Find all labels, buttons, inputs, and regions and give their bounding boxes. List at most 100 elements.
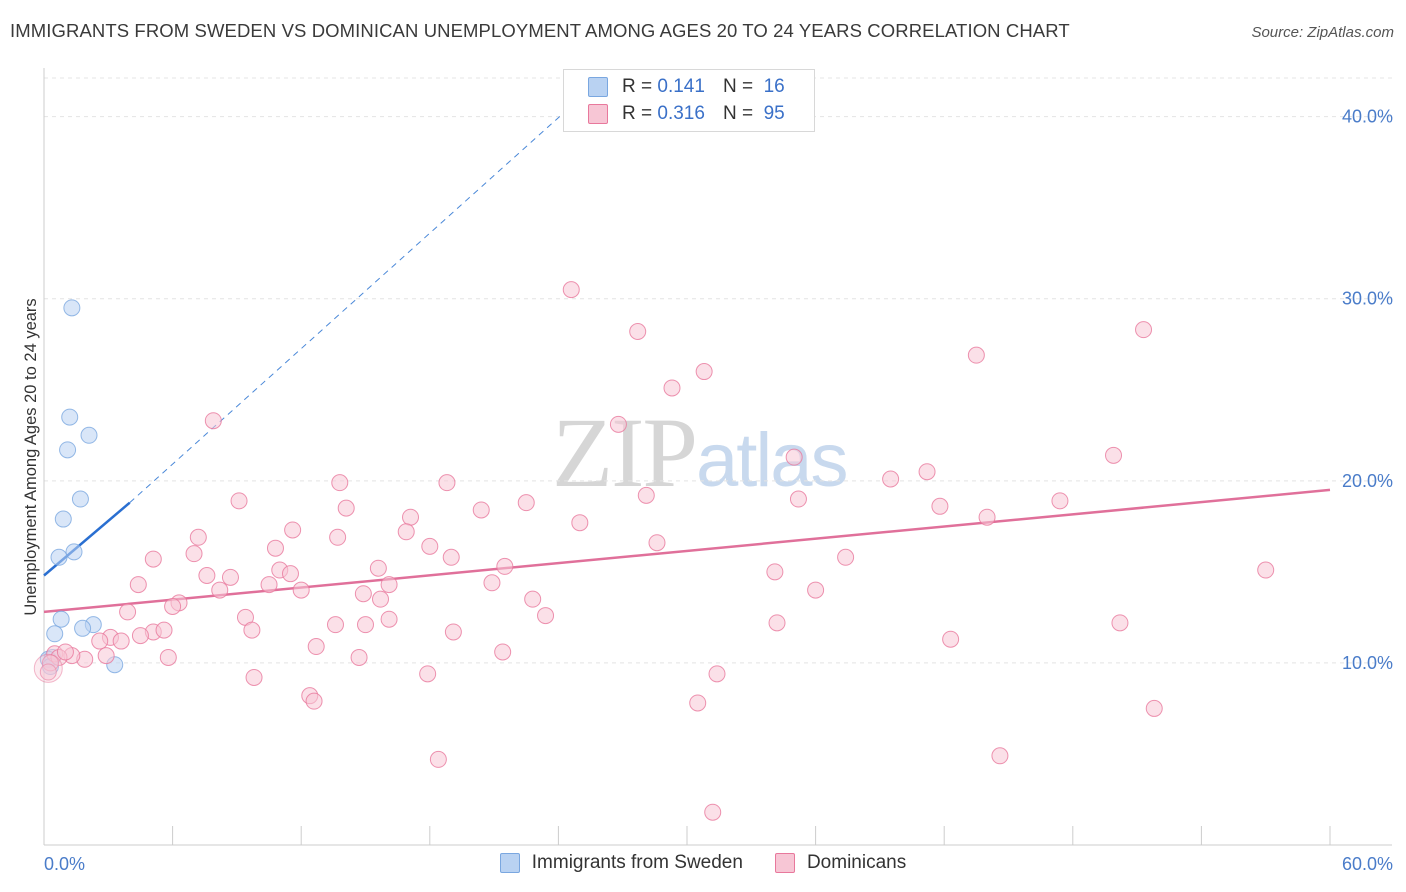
grid-lines bbox=[44, 77, 1392, 664]
point-dominicans bbox=[637, 486, 655, 504]
legend-swatch-dominicans bbox=[774, 853, 795, 873]
data-points bbox=[33, 281, 1275, 821]
legend-label-sweden: Immigrants from Sweden bbox=[531, 852, 743, 873]
point-dominicans bbox=[329, 528, 347, 546]
point-dominicans bbox=[472, 501, 490, 519]
point-dominicans bbox=[483, 574, 501, 592]
legend-swatch-sweden bbox=[588, 77, 608, 97]
point-dominicans bbox=[337, 499, 355, 517]
legend-r-value: 0.141 bbox=[657, 76, 705, 97]
point-dominicans bbox=[260, 576, 278, 594]
point-sweden bbox=[61, 408, 79, 426]
legend-n-value: 95 bbox=[763, 103, 785, 124]
series-legend: Immigrants from Sweden Dominicans bbox=[0, 852, 1406, 874]
point-cluster bbox=[33, 653, 63, 683]
legend-r-value: 0.316 bbox=[657, 103, 705, 124]
point-dominicans bbox=[185, 545, 203, 563]
point-sweden bbox=[80, 426, 98, 444]
point-dominicans bbox=[537, 607, 555, 625]
point-dominicans bbox=[221, 568, 239, 586]
point-dominicans bbox=[562, 281, 580, 299]
chart-source: Source: ZipAtlas.com bbox=[1251, 24, 1394, 41]
point-sweden bbox=[46, 625, 64, 643]
point-dominicans bbox=[380, 610, 398, 628]
point-dominicans bbox=[211, 581, 229, 599]
watermark-atlas: atlas bbox=[696, 418, 849, 503]
chart-title: IMMIGRANTS FROM SWEDEN VS DOMINICAN UNEM… bbox=[10, 20, 1070, 41]
point-dominicans bbox=[243, 621, 261, 639]
stats-legend: R = 0.141 N = 16 R = 0.316 N = 95 bbox=[563, 69, 815, 132]
x-tick-label-max: 60.0% bbox=[1342, 854, 1393, 874]
legend-item-dominicans: Dominicans bbox=[774, 852, 906, 874]
point-sweden bbox=[63, 299, 81, 317]
point-dominicans bbox=[164, 597, 182, 615]
point-sweden bbox=[50, 548, 68, 566]
point-dominicans bbox=[695, 363, 713, 381]
point-dominicans bbox=[307, 638, 325, 656]
legend-item-sweden: Immigrants from Sweden bbox=[499, 852, 743, 874]
legend-swatch-dominicans bbox=[588, 104, 608, 124]
point-dominicans bbox=[991, 747, 1009, 765]
point-dominicans bbox=[524, 590, 542, 608]
point-dominicans bbox=[496, 557, 514, 575]
point-dominicans bbox=[704, 803, 722, 821]
point-dominicans bbox=[689, 694, 707, 712]
point-dominicans bbox=[517, 494, 535, 512]
point-dominicans bbox=[708, 665, 726, 683]
legend-row-sweden: R = 0.141 N = 16 bbox=[588, 75, 785, 99]
y-tick-label: 20.0% bbox=[1342, 471, 1393, 491]
y-tick-label: 40.0% bbox=[1342, 107, 1393, 127]
point-dominicans bbox=[648, 534, 666, 552]
point-dominicans bbox=[397, 523, 415, 541]
point-dominicans bbox=[931, 497, 949, 515]
point-dominicans bbox=[284, 521, 302, 539]
point-dominicans bbox=[882, 470, 900, 488]
point-sweden bbox=[71, 490, 89, 508]
point-dominicans bbox=[380, 576, 398, 594]
legend-n-label: N = bbox=[722, 76, 754, 97]
point-dominicans bbox=[609, 415, 627, 433]
point-dominicans bbox=[444, 623, 462, 641]
point-dominicans bbox=[807, 581, 825, 599]
point-dominicans bbox=[629, 322, 647, 340]
point-dominicans bbox=[326, 616, 344, 634]
legend-r-label: R = bbox=[622, 76, 653, 97]
point-sweden bbox=[52, 610, 70, 628]
point-dominicans bbox=[429, 750, 447, 768]
trend-line-sweden-extension bbox=[129, 98, 581, 504]
point-dominicans bbox=[292, 581, 310, 599]
legend-r-label: R = bbox=[622, 103, 653, 124]
point-dominicans bbox=[144, 550, 162, 568]
watermark-zip: ZIP bbox=[552, 397, 698, 508]
point-dominicans bbox=[789, 490, 807, 508]
point-dominicans bbox=[131, 627, 149, 645]
point-dominicans bbox=[230, 492, 248, 510]
point-dominicans bbox=[1145, 699, 1163, 717]
point-dominicans bbox=[438, 474, 456, 492]
point-dominicans bbox=[350, 648, 368, 666]
point-dominicans bbox=[129, 576, 147, 594]
point-dominicans bbox=[419, 665, 437, 683]
watermark: ZIPatlas bbox=[552, 395, 849, 510]
point-dominicans bbox=[198, 567, 216, 585]
point-dominicans bbox=[1105, 446, 1123, 464]
trend-lines bbox=[43, 98, 1331, 614]
point-dominicans bbox=[97, 647, 115, 665]
point-dominicans bbox=[978, 508, 996, 526]
point-dominicans bbox=[766, 563, 784, 581]
point-dominicans bbox=[112, 632, 130, 650]
point-dominicans bbox=[331, 474, 349, 492]
point-dominicans bbox=[159, 648, 177, 666]
point-dominicans bbox=[357, 616, 374, 634]
point-sweden bbox=[74, 619, 92, 637]
point-sweden bbox=[59, 441, 77, 459]
point-dominicans bbox=[837, 548, 855, 566]
legend-n-label: N = bbox=[722, 103, 754, 124]
point-dominicans bbox=[305, 692, 323, 710]
point-dominicans bbox=[204, 412, 222, 430]
point-dominicans bbox=[442, 548, 460, 566]
point-dominicans bbox=[494, 643, 512, 661]
y-axis-label: Unemployment Among Ages 20 to 24 years bbox=[22, 298, 40, 615]
point-dominicans bbox=[1051, 492, 1069, 510]
